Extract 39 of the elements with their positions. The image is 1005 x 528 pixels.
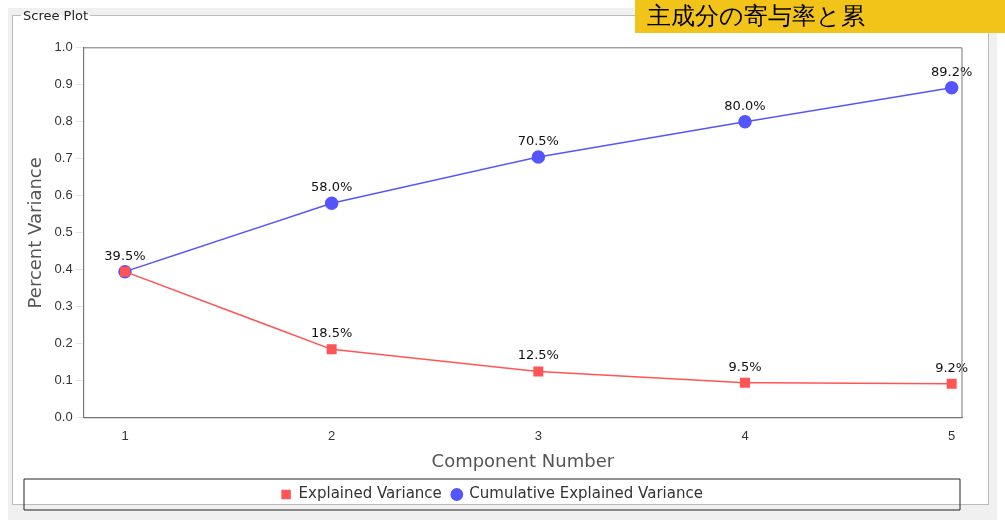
x-tick-label: 2 (328, 428, 336, 444)
y-axis-title: Percent Variance (24, 157, 46, 309)
legend-label: Cumulative Explained Variance (469, 484, 703, 503)
x-tick-label: 3 (534, 428, 542, 444)
point (324, 196, 339, 210)
data-label: 18.5% (311, 325, 353, 341)
x-tick-label: 4 (741, 428, 749, 444)
y-tick-label: 0.9 (54, 76, 73, 92)
data-label: 9.2% (935, 359, 969, 375)
point (531, 150, 546, 164)
data-label: 58.0% (311, 179, 353, 195)
point (946, 378, 957, 389)
chart-title: Scree Plot (22, 8, 90, 23)
y-tick-label: 0.1 (54, 372, 73, 388)
point (944, 81, 959, 95)
y-tick-label: 0.2 (54, 335, 73, 351)
y-tick-label: 0.3 (54, 298, 73, 314)
point (740, 377, 750, 388)
y-tick-label: 0.8 (54, 113, 73, 129)
data-label: 70.5% (517, 132, 559, 148)
data-label: 80.0% (724, 97, 766, 113)
y-tick-label: 0.6 (54, 187, 73, 203)
x-tick-label: 5 (948, 428, 956, 444)
point (326, 344, 337, 355)
text: 主成分の寄与率と累 (635, 0, 1005, 33)
point (533, 366, 544, 377)
y-tick-label: 0.5 (54, 224, 73, 240)
legend-label: Explained Variance (298, 484, 442, 503)
data-label: 9.5% (728, 358, 762, 374)
data-label: 39.5% (104, 247, 146, 263)
x-tick-label: 1 (121, 428, 129, 444)
x-axis-title: Component Number (431, 449, 615, 471)
point (738, 115, 752, 129)
y-tick-label: 0.4 (54, 261, 73, 277)
data-label: 89.2% (931, 63, 973, 79)
y-tick-label: 0.7 (54, 150, 73, 166)
data-label: 12.5% (517, 347, 559, 363)
y-tick-label: 1.0 (54, 39, 73, 55)
y-tick-label: 0.0 (54, 409, 73, 425)
